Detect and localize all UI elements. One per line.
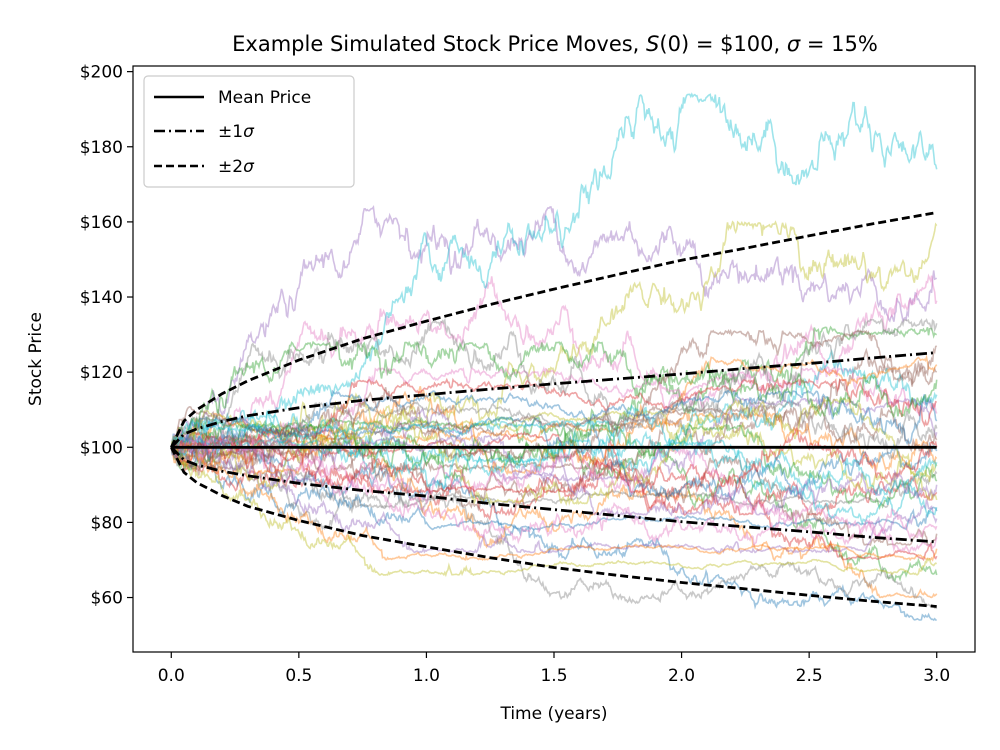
simulated-path-26 <box>170 403 938 453</box>
simulated-path-11 <box>170 423 938 531</box>
simulated-path-34 <box>170 425 938 496</box>
simulated-path-5 <box>170 204 938 450</box>
simulated-path-6 <box>170 347 938 473</box>
simulated-path-3 <box>170 415 938 583</box>
x-tick-label: 0.0 <box>158 666 185 686</box>
reference-curves <box>170 211 937 608</box>
simulated-path-32 <box>170 441 938 562</box>
simulated-path-13 <box>171 325 937 471</box>
y-tick-label: $80 <box>91 513 123 533</box>
y-axis-label: Stock Price <box>26 312 46 406</box>
y-tick-label: $120 <box>80 363 123 383</box>
x-axis-label: Time (years) <box>499 704 607 724</box>
simulated-path-29 <box>170 395 938 507</box>
simulated-path-38 <box>170 400 938 470</box>
simulated-path-28 <box>170 317 938 448</box>
simulated-path-21 <box>170 415 938 502</box>
simulated-path-16 <box>170 436 938 547</box>
simulated-path-7 <box>170 273 938 457</box>
simulated-path-36 <box>171 328 938 461</box>
simulated-path-14 <box>170 431 938 517</box>
simulated-path-23 <box>170 423 938 511</box>
y-tick-label: $180 <box>80 138 123 158</box>
plus-1sigma-curve <box>170 351 937 449</box>
simulated-path-8 <box>170 434 938 610</box>
simulated-path-17 <box>170 365 938 462</box>
y-axis: $60 $80 $100 $120 $140 $160 $180 $200 <box>80 63 133 609</box>
simulated-path-39 <box>170 445 938 578</box>
legend-label-mean: Mean Price <box>218 88 311 108</box>
minus-2sigma-curve <box>170 446 937 608</box>
x-tick-label: 1.5 <box>540 666 567 686</box>
simulated-path-4 <box>170 447 938 562</box>
x-tick-label: 2.0 <box>668 666 695 686</box>
simulated-path-30 <box>170 437 938 526</box>
simulated-path-22 <box>170 354 938 476</box>
simulated-path-9 <box>170 220 938 460</box>
simulated-path-10 <box>171 92 938 456</box>
y-tick-label: $200 <box>80 63 123 83</box>
simulated-path-20 <box>170 348 938 465</box>
simulated-path-25 <box>170 441 938 554</box>
simulated-path-24 <box>170 377 937 468</box>
simulated-path-15 <box>170 396 938 484</box>
simulated-path-27 <box>170 446 938 555</box>
simulated-path-31 <box>170 389 938 461</box>
simulated-path-33 <box>170 340 938 451</box>
plus-2sigma-curve <box>170 211 937 448</box>
simulated-paths <box>170 92 938 622</box>
y-tick-label: $160 <box>80 213 123 233</box>
x-tick-label: 1.0 <box>413 666 440 686</box>
simulated-path-19 <box>170 407 938 501</box>
chart-title: Example Simulated Stock Price Moves, S(0… <box>232 32 878 56</box>
legend-box <box>143 75 355 188</box>
simulated-path-12 <box>171 410 938 472</box>
legend-label-1sigma: ±1σ <box>218 122 255 142</box>
x-tick-label: 2.5 <box>796 666 823 686</box>
simulated-path-1 <box>170 446 937 622</box>
x-tick-label: 3.0 <box>923 666 950 686</box>
y-tick-label: $140 <box>80 288 123 308</box>
legend-label-2sigma: ±2σ <box>218 157 255 177</box>
simulated-path-18 <box>170 415 938 510</box>
y-tick-label: $100 <box>80 438 123 458</box>
x-tick-label: 0.5 <box>285 666 312 686</box>
x-axis: 0.0 0.5 1.0 1.5 2.0 2.5 3.0 <box>158 652 950 686</box>
simulated-path-37 <box>170 436 938 546</box>
minus-1sigma-curve <box>170 446 937 544</box>
legend: Mean Price ±1σ ±2σ <box>143 75 355 188</box>
simulated-path-40 <box>170 419 938 497</box>
y-tick-label: $60 <box>91 589 123 609</box>
